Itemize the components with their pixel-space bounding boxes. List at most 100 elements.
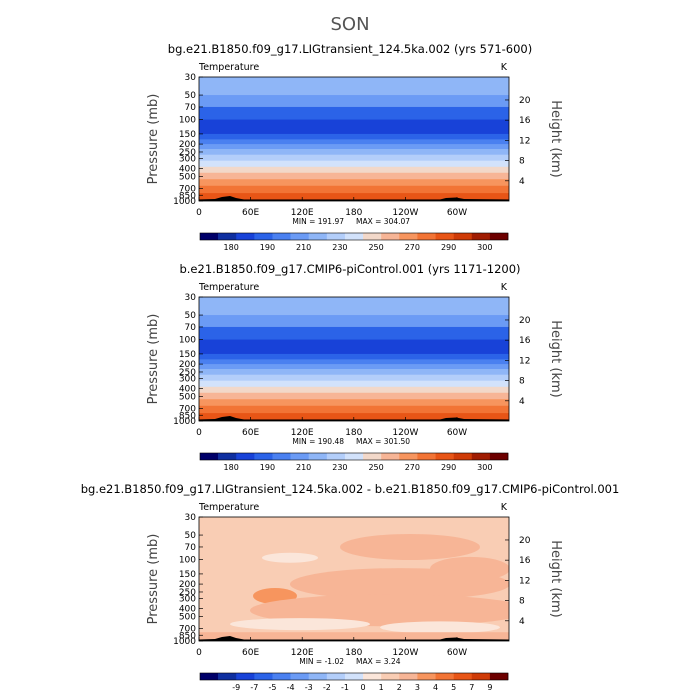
y-tick-label: 400 bbox=[179, 605, 196, 615]
topography bbox=[199, 196, 509, 201]
right-tick-label: 12 bbox=[519, 136, 530, 146]
panel-3: bg.e21.B1850.f09_g17.LIGtransient_124.5k… bbox=[81, 482, 620, 692]
colorbar-label: 9 bbox=[487, 683, 492, 692]
right-tick-label: 8 bbox=[519, 597, 525, 607]
contour-band bbox=[199, 364, 509, 370]
min-label: MIN = -1.02 bbox=[299, 657, 344, 666]
colorbar-segment bbox=[308, 453, 328, 460]
max-label: MAX = 301.50 bbox=[356, 437, 410, 446]
y-tick-label: 1000 bbox=[173, 637, 196, 647]
colorbar-segment bbox=[435, 453, 454, 460]
units-label: K bbox=[501, 62, 508, 73]
contour-patch bbox=[340, 533, 480, 560]
contour-band bbox=[199, 149, 509, 156]
colorbar-segment bbox=[326, 453, 346, 460]
x-tick-label: 120E bbox=[291, 428, 314, 438]
colorbar-label: -7 bbox=[250, 683, 258, 692]
y-tick-label: 250 bbox=[179, 368, 196, 378]
y-tick-label: 700 bbox=[179, 184, 196, 194]
colorbar-segment bbox=[363, 233, 382, 240]
x-tick-label: 0 bbox=[196, 428, 202, 438]
x-tick-label: 180 bbox=[345, 208, 362, 218]
colorbar-segment bbox=[381, 233, 400, 240]
right-axis-title: Height (km) bbox=[548, 320, 563, 397]
contour-band bbox=[199, 399, 509, 407]
contour-band bbox=[199, 339, 509, 355]
y-tick-label: 250 bbox=[179, 148, 196, 158]
colorbar-segment bbox=[236, 233, 255, 240]
right-axis-title: Height (km) bbox=[548, 100, 563, 177]
colorbar-segment bbox=[290, 233, 310, 240]
contour-band bbox=[199, 359, 509, 365]
colorbar-segment bbox=[489, 673, 509, 680]
colorbar-label: -2 bbox=[323, 683, 331, 692]
y-tick-label: 150 bbox=[179, 130, 196, 140]
colorbar-segment bbox=[272, 673, 291, 680]
colorbar-segment bbox=[344, 453, 364, 460]
variable-label: Temperature bbox=[198, 62, 259, 73]
contour-band bbox=[199, 133, 509, 140]
colorbar-segment bbox=[218, 233, 237, 240]
contour-band bbox=[199, 185, 509, 194]
y-tick-label: 100 bbox=[179, 336, 196, 346]
contour-patch bbox=[262, 552, 318, 563]
y-tick-label: 50 bbox=[185, 91, 197, 101]
y-tick-label: 200 bbox=[179, 140, 196, 150]
colorbar-segment bbox=[308, 233, 328, 240]
right-tick-label: 8 bbox=[519, 377, 525, 387]
colorbar-segment bbox=[435, 233, 454, 240]
max-label: MAX = 3.24 bbox=[356, 657, 401, 666]
colorbar-label: 0 bbox=[361, 683, 366, 692]
colorbar-segment bbox=[272, 233, 291, 240]
y-tick-label: 400 bbox=[179, 385, 196, 395]
y-tick-label: 500 bbox=[179, 392, 196, 402]
y-tick-label: 300 bbox=[179, 154, 196, 164]
x-tick-label: 120W bbox=[392, 208, 418, 218]
x-tick-label: 120E bbox=[291, 208, 314, 218]
colorbar-segment bbox=[399, 453, 418, 460]
y-tick-label: 300 bbox=[179, 594, 196, 604]
colorbar-label: 230 bbox=[332, 243, 347, 252]
colorbar-segment bbox=[489, 453, 509, 460]
y-tick-label: 850 bbox=[179, 411, 196, 421]
x-tick-label: 60W bbox=[447, 428, 467, 438]
colorbar-segment bbox=[363, 673, 382, 680]
colorbar-segment bbox=[218, 673, 237, 680]
y-tick-label: 30 bbox=[185, 293, 197, 303]
x-tick-label: 60E bbox=[242, 648, 259, 658]
x-tick-label: 60E bbox=[242, 428, 259, 438]
colorbar-label: 270 bbox=[405, 243, 420, 252]
y-axis-title: Pressure (mb) bbox=[146, 314, 161, 405]
panel-1: bg.e21.B1850.f09_g17.LIGtransient_124.5k… bbox=[146, 42, 563, 252]
y-tick-label: 200 bbox=[179, 360, 196, 370]
colorbar-label: 300 bbox=[477, 463, 492, 472]
y-tick-label: 100 bbox=[179, 116, 196, 126]
contour-band bbox=[199, 139, 509, 145]
contour-band bbox=[199, 353, 509, 360]
colorbar-label: 270 bbox=[405, 463, 420, 472]
y-tick-label: 70 bbox=[185, 543, 197, 553]
contour-band bbox=[199, 193, 509, 200]
y-tick-label: 700 bbox=[179, 624, 196, 634]
x-tick-label: 120W bbox=[392, 428, 418, 438]
colorbar-label: 3 bbox=[415, 683, 420, 692]
colorbar-segment bbox=[453, 673, 473, 680]
colorbar-segment bbox=[399, 233, 418, 240]
contour-band bbox=[199, 154, 509, 162]
x-tick-label: 60W bbox=[447, 208, 467, 218]
colorbar-segment bbox=[236, 673, 255, 680]
colorbar-label: 230 bbox=[332, 463, 347, 472]
y-tick-label: 850 bbox=[179, 191, 196, 201]
variable-label: Temperature bbox=[198, 502, 259, 513]
contour-band bbox=[199, 119, 509, 135]
colorbar-label: 5 bbox=[451, 683, 456, 692]
right-tick-label: 16 bbox=[519, 336, 531, 346]
y-tick-label: 50 bbox=[185, 531, 197, 541]
colorbar-segment bbox=[453, 233, 473, 240]
figure-title: SON bbox=[330, 14, 369, 35]
variable-label: Temperature bbox=[198, 282, 259, 293]
units-label: K bbox=[501, 282, 508, 293]
colorbar-segment bbox=[200, 233, 219, 240]
right-tick-label: 12 bbox=[519, 576, 530, 586]
